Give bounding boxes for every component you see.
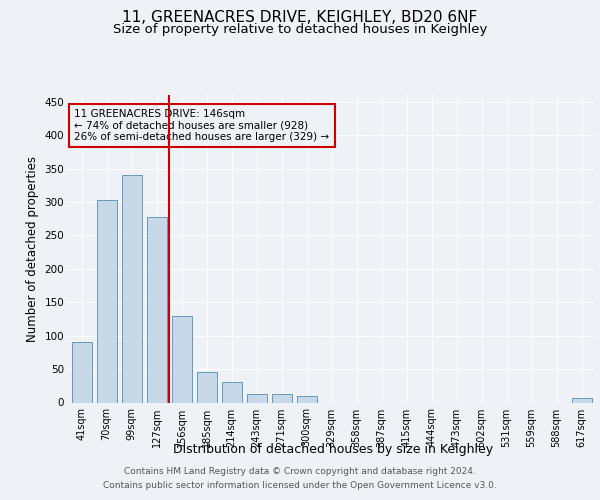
- Y-axis label: Number of detached properties: Number of detached properties: [26, 156, 39, 342]
- Text: 11 GREENACRES DRIVE: 146sqm
← 74% of detached houses are smaller (928)
26% of se: 11 GREENACRES DRIVE: 146sqm ← 74% of det…: [74, 109, 329, 142]
- Text: Size of property relative to detached houses in Keighley: Size of property relative to detached ho…: [113, 22, 487, 36]
- Text: 11, GREENACRES DRIVE, KEIGHLEY, BD20 6NF: 11, GREENACRES DRIVE, KEIGHLEY, BD20 6NF: [122, 10, 478, 25]
- Bar: [296, 396, 317, 402]
- Bar: [146, 216, 167, 402]
- Bar: [121, 174, 142, 402]
- Bar: [571, 398, 592, 402]
- Text: Contains HM Land Registry data © Crown copyright and database right 2024.
Contai: Contains HM Land Registry data © Crown c…: [103, 468, 497, 489]
- Bar: [97, 200, 116, 402]
- Bar: [172, 316, 191, 402]
- Text: Distribution of detached houses by size in Keighley: Distribution of detached houses by size …: [173, 442, 493, 456]
- Bar: [221, 382, 241, 402]
- Bar: [247, 394, 266, 402]
- Bar: [71, 342, 91, 402]
- Bar: [197, 372, 217, 402]
- Bar: [271, 394, 292, 402]
